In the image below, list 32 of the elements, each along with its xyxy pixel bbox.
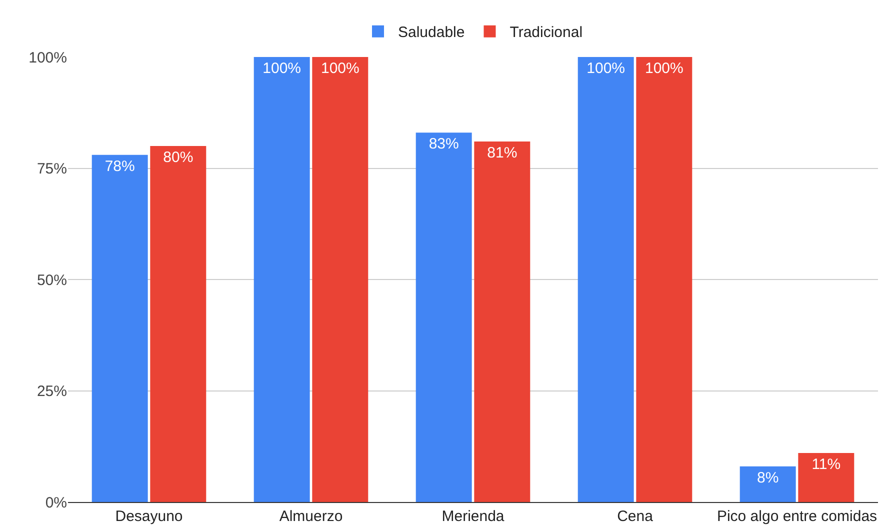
- data-label: 81%: [487, 144, 518, 162]
- data-label: 100%: [586, 60, 626, 77]
- data-label: 100%: [320, 60, 360, 77]
- legend-label: Saludable: [398, 24, 465, 42]
- bar: [474, 142, 530, 502]
- data-label: 80%: [163, 149, 194, 166]
- y-tick-label: 50%: [36, 272, 67, 289]
- bar: [254, 57, 310, 502]
- x-tick-label: Desayuno: [115, 508, 183, 525]
- bar: [416, 132, 472, 502]
- data-label: 100%: [644, 60, 684, 77]
- bar: [312, 57, 368, 502]
- y-tick-label: 100%: [28, 49, 67, 66]
- data-label: 100%: [262, 60, 302, 77]
- data-label: 83%: [428, 136, 459, 153]
- y-tick-label: 25%: [36, 383, 67, 400]
- data-label: 11%: [812, 456, 841, 474]
- data-label: 8%: [756, 469, 779, 486]
- bar: [636, 57, 692, 502]
- x-tick-label: Merienda: [442, 508, 505, 525]
- data-label: 78%: [104, 158, 135, 175]
- bar: [92, 154, 148, 502]
- bar: [740, 466, 796, 502]
- bar: [798, 453, 854, 502]
- bar: [150, 146, 206, 502]
- y-tick-label: 75%: [36, 160, 67, 178]
- bar: [578, 57, 634, 502]
- legend-label: Tradicional: [510, 24, 583, 42]
- x-tick-label: Pico algo entre comidas: [716, 508, 878, 525]
- x-tick-label: Cena: [617, 508, 654, 525]
- x-tick-label: Almuerzo: [279, 508, 343, 525]
- y-tick-label: 0%: [45, 494, 67, 512]
